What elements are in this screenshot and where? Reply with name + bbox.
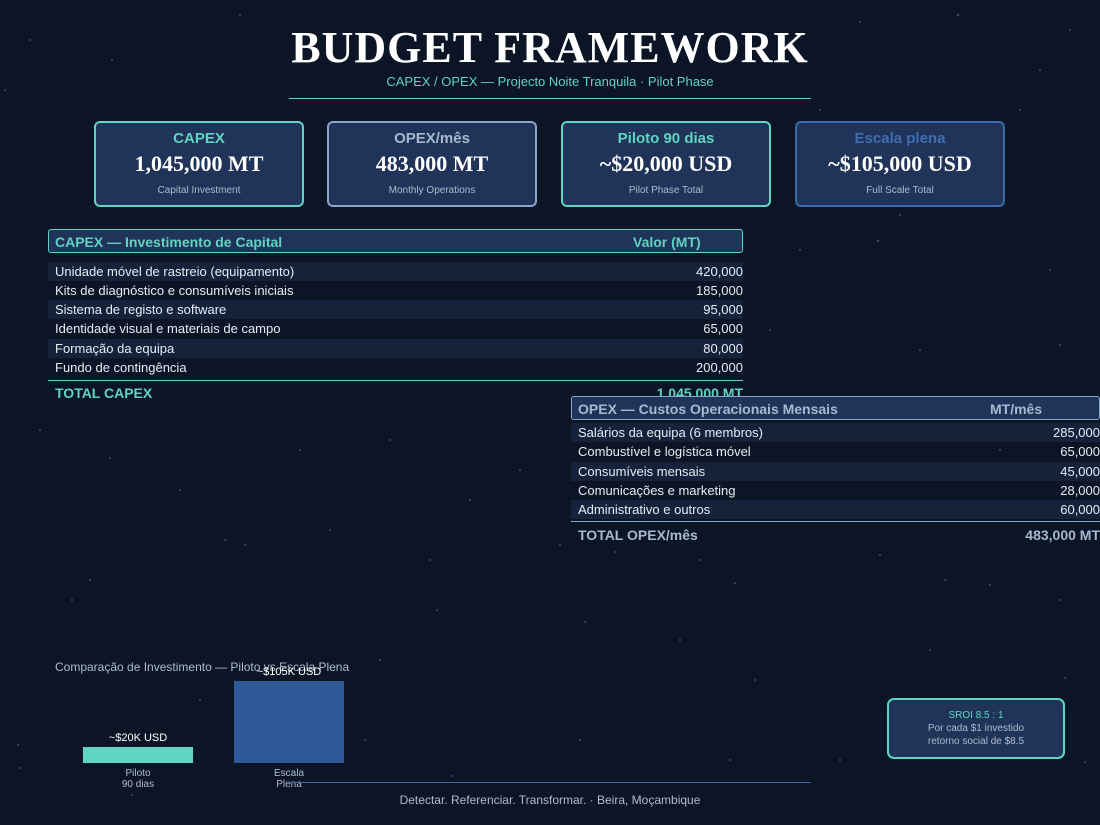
sroi-box: SROI 8.5 : 1 Por cada $1 investido retor…	[887, 698, 1065, 759]
capex-total-label: TOTAL CAPEX	[55, 385, 153, 401]
row-value: 65,000	[703, 321, 743, 336]
table-row: Combustível e logística móvel 65,000	[571, 442, 1100, 461]
row-item: Unidade móvel de rastreio (equipamento)	[55, 264, 295, 279]
row-item: Consumíveis mensais	[578, 464, 706, 479]
card-value: ~$105,000 USD	[828, 151, 972, 176]
card-value: ~$20,000 USD	[599, 151, 733, 176]
footer-divider	[289, 782, 811, 783]
row-value: 45,000	[1060, 464, 1100, 479]
table-row: Salários da equipa (6 membros) 285,000	[571, 423, 1100, 442]
row-item: Formação da equipa	[55, 341, 175, 356]
opex-total-value: 483,000 MT	[1025, 527, 1100, 543]
full-scale-summary-card: Escala plena ~$105,000 USD Full Scale To…	[795, 121, 1005, 207]
bar-value-label-piloto: ~$20K USD	[108, 732, 168, 744]
table-row: Consumíveis mensais 45,000	[571, 462, 1100, 481]
category-line: Piloto	[125, 768, 151, 779]
sroi-ratio: SROI 8.5 : 1	[948, 710, 1004, 721]
card-caption: Monthly Operations	[388, 185, 476, 196]
category-line: Plena	[276, 779, 302, 790]
row-value: 285,000	[1053, 425, 1100, 440]
card-caption: Pilot Phase Total	[628, 185, 704, 196]
card-label: Escala plena	[854, 130, 946, 147]
card-label: Piloto 90 dias	[617, 130, 715, 147]
table-row: Comunicações e marketing 28,000	[571, 481, 1100, 500]
row-value: 185,000	[696, 283, 743, 298]
capex-header-value: Valor (MT)	[633, 234, 701, 250]
page-title: BUDGET FRAMEWORK	[291, 23, 809, 72]
opex-header-item: OPEX — Custos Operacionais Mensais	[578, 401, 838, 417]
row-item: Combustível e logística móvel	[578, 444, 751, 459]
row-item: Fundo de contingência	[55, 360, 187, 375]
bar-category-label-escala: Escala Plena	[234, 768, 344, 790]
bar-value-label-escala: ~$105K USD	[256, 666, 322, 678]
card-caption: Full Scale Total	[866, 185, 934, 196]
card-label: OPEX/mês	[394, 130, 470, 147]
bar-piloto	[83, 747, 193, 763]
row-item: Kits de diagnóstico e consumíveis inicia…	[55, 283, 294, 298]
table-row: Kits de diagnóstico e consumíveis inicia…	[48, 281, 743, 300]
row-value: 200,000	[696, 360, 743, 375]
table-row: Unidade móvel de rastreio (equipamento) …	[48, 262, 743, 281]
bar-escala-plena	[234, 681, 344, 763]
table-row: Identidade visual e materiais de campo 6…	[48, 319, 743, 338]
pilot-summary-card: Piloto 90 dias ~$20,000 USD Pilot Phase …	[561, 121, 771, 207]
card-caption: Capital Investment	[157, 185, 241, 196]
opex-total-label: TOTAL OPEX/mês	[578, 527, 698, 543]
header-divider	[289, 98, 811, 99]
row-value: 80,000	[703, 341, 743, 356]
card-label: CAPEX	[173, 130, 225, 147]
card-value: 1,045,000 MT	[134, 151, 264, 176]
row-item: Salários da equipa (6 membros)	[578, 425, 763, 440]
table-row: Administrativo e outros 60,000	[571, 500, 1100, 519]
row-value: 65,000	[1060, 444, 1100, 459]
row-value: 420,000	[696, 264, 743, 279]
page-subtitle: CAPEX / OPEX — Projecto Noite Tranquila …	[386, 74, 714, 89]
table-row: Fundo de contingência 200,000	[48, 358, 743, 377]
chart-title: Comparação de Investimento — Piloto vs E…	[55, 660, 350, 674]
opex-table-header: OPEX — Custos Operacionais Mensais MT/mê…	[571, 396, 1100, 420]
capex-summary-card: CAPEX 1,045,000 MT Capital Investment	[94, 121, 304, 207]
row-item: Comunicações e marketing	[578, 483, 736, 498]
capex-total-divider	[48, 380, 743, 381]
table-row: Sistema de registo e software 95,000	[48, 300, 743, 319]
sroi-line: Por cada $1 investido	[927, 723, 1025, 734]
row-value: 60,000	[1060, 502, 1100, 517]
opex-total-row: TOTAL OPEX/mês 483,000 MT	[571, 527, 1100, 545]
capex-header-item: CAPEX — Investimento de Capital	[55, 234, 283, 250]
row-value: 95,000	[703, 302, 743, 317]
row-item: Sistema de registo e software	[55, 302, 227, 317]
card-value: 483,000 MT	[375, 151, 489, 176]
category-line: Escala	[273, 768, 304, 779]
category-line: 90 dias	[121, 779, 155, 790]
opex-summary-card: OPEX/mês 483,000 MT Monthly Operations	[327, 121, 537, 207]
opex-total-divider	[571, 521, 1100, 522]
row-item: Administrativo e outros	[578, 502, 711, 517]
capex-table-header: CAPEX — Investimento de Capital Valor (M…	[48, 229, 743, 253]
table-row: Formação da equipa 80,000	[48, 339, 743, 358]
bar-category-label-piloto: Piloto 90 dias	[83, 768, 193, 790]
opex-header-value: MT/mês	[990, 401, 1043, 417]
row-item: Identidade visual e materiais de campo	[55, 321, 281, 336]
footer-tagline: Detectar. Referenciar. Transformar. · Be…	[399, 793, 701, 807]
sroi-line: retorno social de $8.5	[927, 736, 1025, 747]
row-value: 28,000	[1060, 483, 1100, 498]
